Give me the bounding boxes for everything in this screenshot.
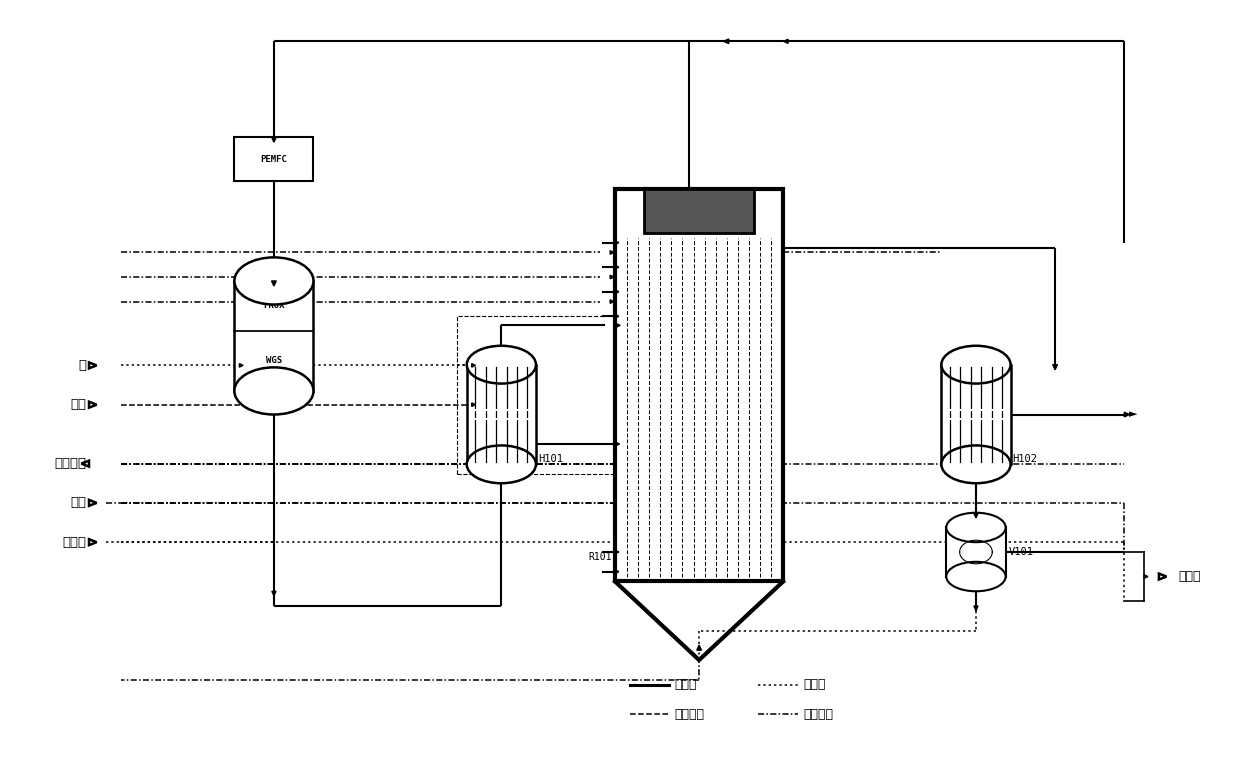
Polygon shape (1053, 365, 1058, 370)
Text: H102: H102 (1013, 454, 1038, 464)
Ellipse shape (234, 367, 314, 415)
Polygon shape (239, 363, 243, 367)
Polygon shape (615, 323, 620, 328)
Polygon shape (784, 40, 789, 43)
Polygon shape (272, 591, 277, 596)
Bar (941, 365, 1011, 464)
Text: 空气: 空气 (69, 497, 86, 509)
Bar (234, 137, 314, 181)
Polygon shape (1125, 412, 1130, 417)
Polygon shape (615, 241, 619, 244)
Polygon shape (615, 570, 619, 574)
Text: 甲烷: 甲烷 (69, 398, 86, 412)
Polygon shape (610, 300, 614, 303)
Text: WGS: WGS (265, 356, 281, 365)
Polygon shape (615, 290, 619, 294)
Polygon shape (973, 606, 978, 611)
Polygon shape (697, 645, 702, 650)
Polygon shape (724, 39, 729, 43)
Text: PROX: PROX (263, 301, 285, 310)
Polygon shape (615, 265, 619, 269)
Bar (234, 281, 314, 391)
Bar (466, 365, 536, 464)
Bar (615, 188, 784, 581)
Bar (456, 315, 625, 474)
Text: 冷却水: 冷却水 (62, 536, 86, 549)
Text: 冷却水: 冷却水 (1179, 570, 1202, 583)
Text: 水: 水 (78, 359, 86, 372)
Polygon shape (471, 363, 475, 367)
Ellipse shape (234, 257, 314, 305)
Bar (645, 188, 754, 232)
Ellipse shape (466, 446, 536, 484)
Polygon shape (973, 513, 978, 518)
Polygon shape (610, 250, 614, 254)
Polygon shape (1145, 575, 1148, 578)
Text: H101: H101 (538, 454, 563, 464)
Text: 重整气: 重整气 (675, 678, 697, 691)
Text: 燃烧尾气: 燃烧尾气 (55, 457, 86, 470)
Ellipse shape (941, 446, 1011, 484)
Text: V101: V101 (1008, 547, 1034, 557)
Polygon shape (471, 403, 475, 406)
Polygon shape (610, 275, 614, 279)
Polygon shape (615, 442, 620, 446)
Ellipse shape (466, 346, 536, 384)
Polygon shape (272, 137, 277, 142)
Polygon shape (615, 550, 619, 554)
Bar (946, 528, 1006, 577)
Text: PEMFC: PEMFC (260, 155, 288, 164)
Text: 燃烧气体: 燃烧气体 (804, 708, 833, 721)
Ellipse shape (946, 513, 1006, 542)
Text: ►: ► (1130, 409, 1138, 419)
Text: 甲烷气体: 甲烷气体 (675, 708, 704, 721)
Ellipse shape (946, 562, 1006, 591)
Text: R101: R101 (589, 552, 613, 562)
Ellipse shape (941, 346, 1011, 384)
Text: 水物流: 水物流 (804, 678, 826, 691)
Polygon shape (272, 281, 277, 286)
Polygon shape (615, 315, 619, 318)
